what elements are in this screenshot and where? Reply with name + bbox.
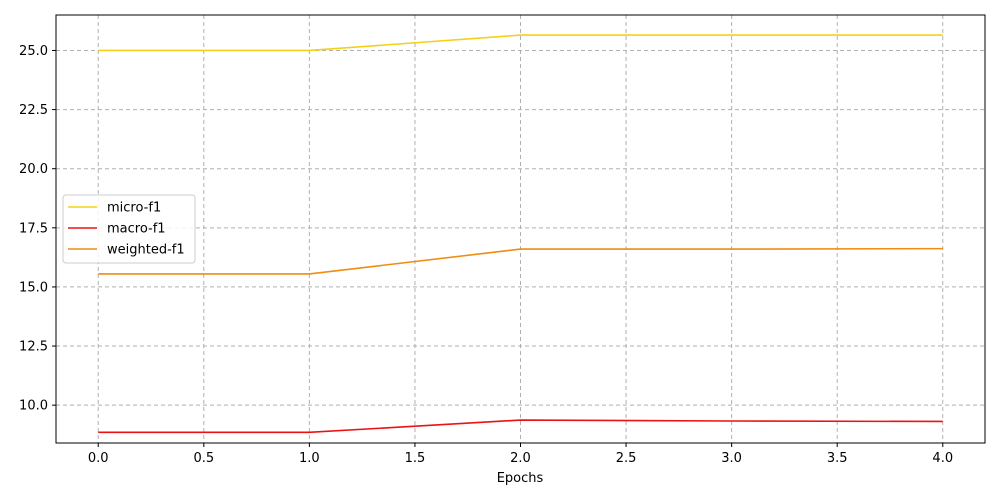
legend: micro-f1 macro-f1 weighted-f1 bbox=[62, 194, 196, 264]
y-tick-label: 20.0 bbox=[19, 162, 48, 177]
x-axis-title: Epochs bbox=[497, 471, 544, 486]
legend-label-weighted-f1: weighted-f1 bbox=[107, 243, 185, 258]
y-tick-label: 17.5 bbox=[19, 221, 48, 236]
x-axis: 0.0 0.5 1.0 1.5 2.0 2.5 3.0 3.5 4.0 bbox=[88, 443, 953, 466]
series-line-micro-f1 bbox=[98, 34, 943, 52]
legend-box bbox=[62, 194, 196, 264]
x-tick-label: 0.5 bbox=[193, 451, 214, 466]
y-tick-label: 15.0 bbox=[19, 280, 48, 295]
legend-label-macro-f1: macro-f1 bbox=[107, 222, 166, 237]
x-tick-label: 0.0 bbox=[88, 451, 109, 466]
x-tick-label: 1.0 bbox=[299, 451, 320, 466]
x-tick-label: 2.5 bbox=[616, 451, 637, 466]
x-tick-label: 3.5 bbox=[827, 451, 848, 466]
x-tick-label: 4.0 bbox=[932, 451, 953, 466]
x-tick-label: 2.0 bbox=[510, 451, 531, 466]
y-axis: 10.0 12.5 15.0 17.5 20.0 22.5 25.0 bbox=[19, 44, 56, 414]
series-line-weighted-f1 bbox=[98, 247, 943, 275]
y-tick-label: 12.5 bbox=[19, 340, 48, 355]
x-tick-label: 3.0 bbox=[721, 451, 742, 466]
y-tick-label: 10.0 bbox=[19, 399, 48, 414]
x-tick-label: 1.5 bbox=[405, 451, 426, 466]
y-tick-label: 25.0 bbox=[19, 44, 48, 59]
legend-label-micro-f1: micro-f1 bbox=[107, 201, 161, 216]
legend-items: micro-f1 macro-f1 weighted-f1 bbox=[68, 201, 185, 258]
series-layer bbox=[98, 34, 943, 434]
grid-layer bbox=[56, 15, 985, 443]
y-tick-label: 22.5 bbox=[19, 103, 48, 118]
series-line-macro-f1 bbox=[98, 419, 943, 434]
